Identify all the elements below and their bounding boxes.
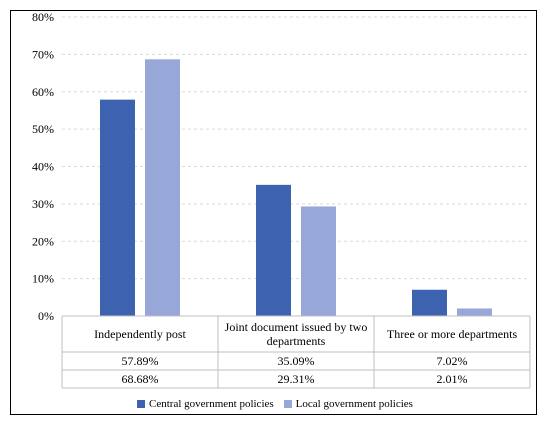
legend-label-central: Central government policies [149, 398, 274, 410]
data-label-central: 35.09% [278, 354, 315, 368]
y-tick-label: 50% [32, 122, 54, 136]
data-label-central: 7.02% [437, 354, 468, 368]
bar-local [301, 206, 336, 316]
y-tick-label: 70% [32, 47, 54, 61]
data-label-local: 68.68% [122, 372, 159, 386]
bar-local [457, 308, 492, 316]
category-label: Three or more departments [387, 327, 518, 341]
bar-central [412, 289, 447, 316]
legend: Central government policies Local govern… [0, 398, 550, 410]
data-label-local: 2.01% [437, 372, 468, 386]
y-tick-label: 20% [32, 234, 54, 248]
y-tick-label: 0% [38, 309, 54, 323]
bar-central [256, 184, 291, 316]
y-tick-label: 80% [32, 10, 54, 24]
chart-frame [10, 10, 537, 415]
legend-item-central: Central government policies [137, 398, 274, 410]
legend-swatch-local [283, 400, 292, 408]
bar-chart: 0% 10% 20% 30% 40% 50% 60% 70% 80% Independently … [32, 10, 531, 389]
y-tick-label: 40% [32, 160, 54, 174]
data-label-central: 57.89% [122, 354, 159, 368]
bar-central [100, 99, 135, 316]
legend-item-local: Local government policies [283, 398, 413, 410]
category-label: Joint document issued by two [225, 320, 368, 334]
data-label-local: 29.31% [278, 372, 315, 386]
category-label: Independently post [94, 327, 186, 341]
bar-local [145, 59, 180, 316]
category-label: departments [267, 334, 326, 348]
y-tick-label: 60% [32, 85, 54, 99]
legend-swatch-central [137, 400, 146, 408]
legend-label-local: Local government policies [295, 398, 413, 410]
y-tick-label: 30% [32, 197, 54, 211]
y-tick-label: 10% [32, 272, 54, 286]
